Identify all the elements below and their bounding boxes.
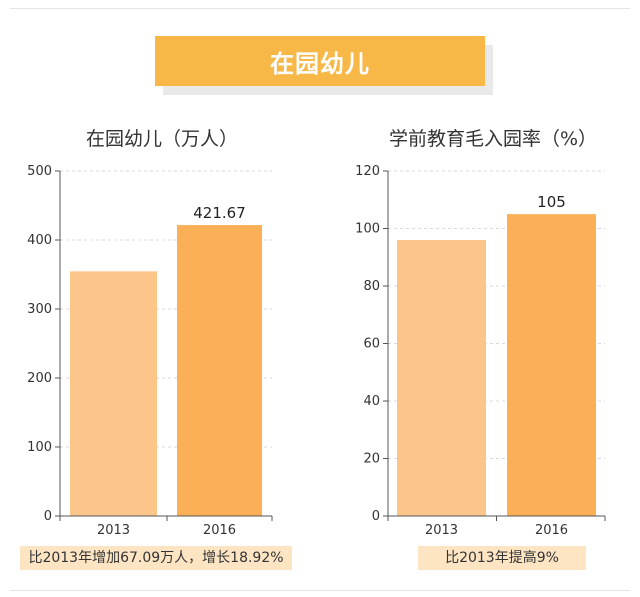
rate-xtick-label: 2013 bbox=[425, 523, 458, 538]
rate-bar-2016 bbox=[507, 214, 596, 516]
banner-title: 在园幼儿 bbox=[155, 36, 485, 86]
gross-enrollment-rate-chart: 0 20 40 60 80 100 120 2013 105 2016 bbox=[355, 164, 606, 538]
enrollment-data-label: 421.67 bbox=[193, 204, 246, 222]
enrollment-ytick-label: 500 bbox=[27, 164, 52, 179]
right-chart-note: 比2013年提高9% bbox=[418, 546, 586, 570]
left-chart-note: 比2013年增加67.09万人，增长18.92% bbox=[20, 546, 292, 570]
rate-ytick-label: 120 bbox=[355, 164, 380, 179]
enrollment-xtick-label: 2013 bbox=[97, 523, 130, 538]
enrollment-ytick-label: 200 bbox=[27, 371, 52, 386]
rate-ytick-label: 60 bbox=[363, 337, 380, 352]
rate-ytick-label: 40 bbox=[363, 394, 380, 409]
section-banner: 在园幼儿 bbox=[155, 36, 495, 96]
kindergarten-enrollment-chart: 0 100 200 300 400 500 2013 421.67 2016 bbox=[27, 164, 273, 538]
bottom-divider bbox=[10, 590, 630, 591]
enrollment-ytick-label: 0 bbox=[44, 509, 52, 524]
left-chart-title: 在园幼儿（万人） bbox=[86, 128, 239, 150]
enrollment-ytick-label: 100 bbox=[27, 440, 52, 455]
enrollment-ytick-label: 400 bbox=[27, 233, 52, 248]
rate-data-label: 105 bbox=[537, 193, 566, 211]
right-chart-title: 学前教育毛入园率（%） bbox=[389, 128, 598, 150]
enrollment-bar-2016 bbox=[177, 225, 262, 516]
enrollment-xtick-label: 2016 bbox=[203, 523, 236, 538]
rate-ytick-label: 0 bbox=[372, 509, 380, 524]
rate-xtick-label: 2016 bbox=[535, 523, 568, 538]
rate-ytick-label: 20 bbox=[363, 452, 380, 467]
enrollment-ytick-label: 300 bbox=[27, 302, 52, 317]
rate-bar-2013 bbox=[397, 240, 486, 516]
enrollment-bar-2013 bbox=[70, 271, 157, 516]
rate-ytick-label: 100 bbox=[355, 222, 380, 237]
top-divider bbox=[10, 8, 630, 9]
rate-ytick-label: 80 bbox=[363, 279, 380, 294]
